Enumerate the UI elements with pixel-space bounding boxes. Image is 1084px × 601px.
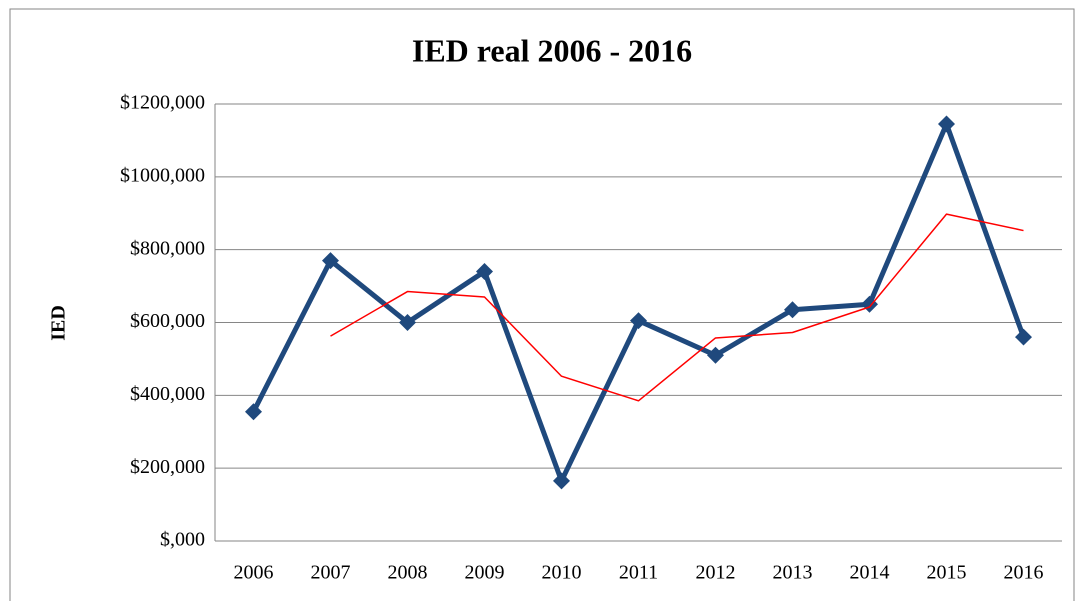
point-marker: [938, 115, 955, 133]
y-tick-label: $200,000: [130, 456, 205, 478]
x-tick-label: 2014: [850, 562, 890, 584]
point-marker: [322, 252, 339, 270]
y-tick-label: $600,000: [130, 310, 205, 332]
y-tick-label: $,000: [160, 529, 205, 551]
point-marker: [553, 472, 570, 490]
x-tick-label: 2010: [542, 562, 582, 584]
x-tick-label: 2015: [927, 562, 967, 584]
y-tick-label: $1200,000: [120, 92, 205, 114]
point-marker: [707, 346, 724, 364]
y-axis-label: IED: [48, 305, 70, 341]
point-marker: [245, 403, 262, 421]
x-tick-label: 2012: [696, 562, 736, 584]
x-tick-label: 2008: [388, 562, 428, 584]
point-marker: [476, 263, 493, 281]
y-tick-label: $1000,000: [120, 164, 205, 186]
chart-border: [9, 8, 1075, 601]
series-line: [330, 213, 1024, 402]
x-tick-label: 2007: [311, 562, 351, 584]
x-tick-label: 2009: [465, 562, 505, 584]
chart-title: IED real 2006 - 2016: [412, 32, 692, 68]
point-marker: [784, 301, 801, 319]
point-marker: [399, 314, 416, 331]
x-tick-label: 2011: [619, 562, 658, 584]
point-marker: [630, 312, 647, 330]
y-tick-label: $800,000: [130, 237, 205, 259]
y-tick-label: $400,000: [130, 383, 205, 405]
x-tick-label: 2013: [773, 562, 813, 584]
x-tick-label: 2016: [1004, 562, 1044, 584]
x-tick-label: 2006: [234, 562, 274, 584]
